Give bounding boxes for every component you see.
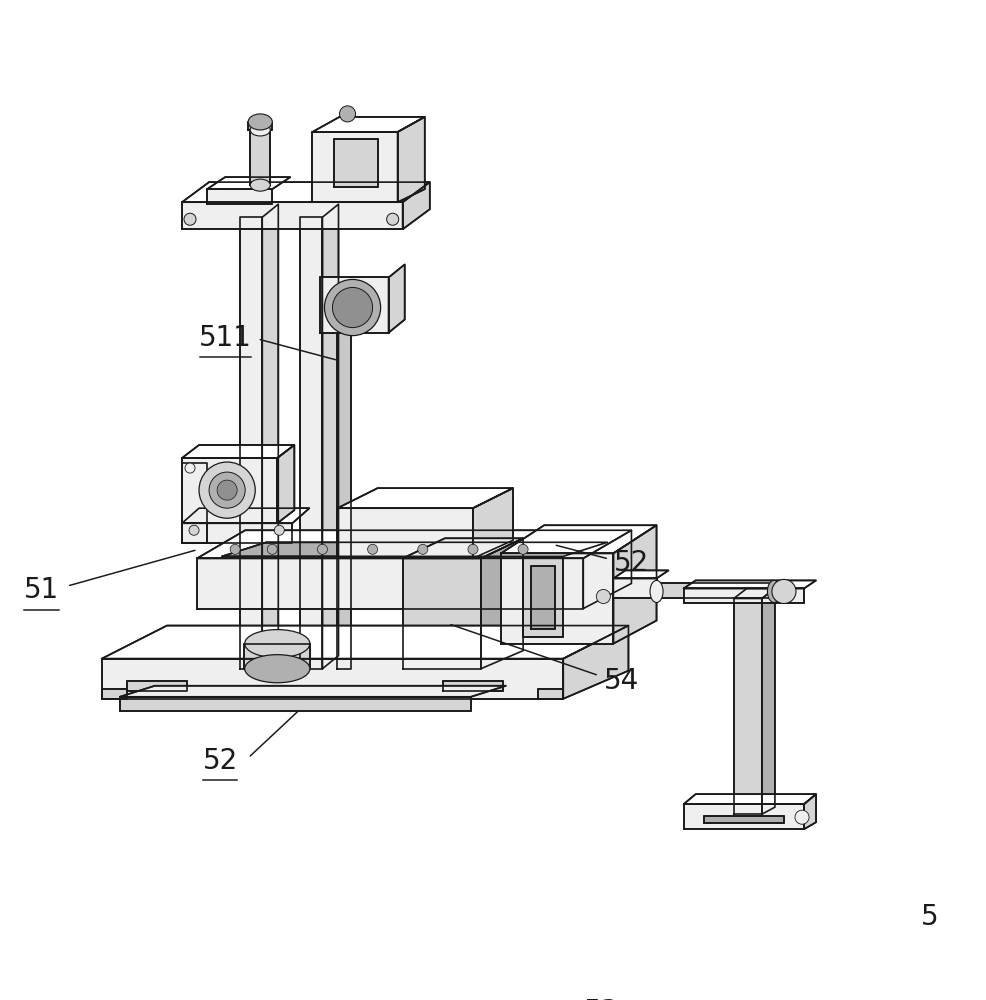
Polygon shape [388,264,404,333]
Polygon shape [119,686,506,697]
Polygon shape [337,488,513,508]
Circle shape [267,544,277,554]
Polygon shape [182,463,207,543]
Polygon shape [473,488,513,558]
Polygon shape [683,794,816,804]
Polygon shape [563,626,628,699]
Circle shape [230,544,241,554]
Polygon shape [402,538,524,558]
Polygon shape [683,588,804,603]
Polygon shape [683,580,816,588]
Polygon shape [301,217,322,669]
Circle shape [387,213,398,225]
Circle shape [185,463,195,473]
Ellipse shape [767,580,781,602]
Polygon shape [250,130,270,185]
Polygon shape [804,794,816,829]
Circle shape [324,279,381,336]
Polygon shape [704,816,784,823]
Polygon shape [657,583,774,598]
Polygon shape [241,217,262,669]
Circle shape [368,544,378,554]
Ellipse shape [245,655,310,683]
Polygon shape [245,644,311,669]
Polygon shape [443,681,503,691]
Polygon shape [102,659,563,699]
Ellipse shape [650,580,663,602]
Polygon shape [402,182,430,229]
Text: 52: 52 [202,747,238,775]
Polygon shape [397,117,425,202]
Polygon shape [313,117,425,132]
Text: 52: 52 [614,549,649,577]
Ellipse shape [250,179,270,191]
Polygon shape [207,177,290,189]
Polygon shape [734,588,775,598]
Circle shape [189,525,199,535]
Polygon shape [334,139,378,187]
Polygon shape [402,558,481,669]
Polygon shape [524,558,563,637]
Polygon shape [320,277,388,333]
Circle shape [795,810,810,824]
Polygon shape [262,204,278,669]
Circle shape [274,525,284,535]
Polygon shape [182,445,295,458]
Polygon shape [613,578,657,598]
Circle shape [317,544,327,554]
Polygon shape [322,204,338,669]
Polygon shape [313,132,397,202]
Polygon shape [501,553,613,644]
Polygon shape [182,523,292,543]
Polygon shape [197,530,631,558]
Polygon shape [207,189,272,204]
Polygon shape [197,558,584,609]
Polygon shape [337,508,473,558]
Polygon shape [613,570,669,578]
Polygon shape [538,689,563,699]
Polygon shape [182,202,402,229]
Circle shape [332,287,373,328]
Polygon shape [222,542,607,556]
Polygon shape [531,566,555,629]
Ellipse shape [248,114,272,130]
Circle shape [184,213,196,225]
Circle shape [468,544,478,554]
Polygon shape [762,588,775,814]
Polygon shape [102,689,127,699]
Ellipse shape [245,630,310,658]
Circle shape [339,106,356,122]
Circle shape [418,544,428,554]
Polygon shape [584,530,631,609]
Polygon shape [683,804,804,829]
Text: 51: 51 [24,576,59,604]
Polygon shape [119,697,471,711]
Polygon shape [182,182,430,202]
Circle shape [199,462,255,518]
Text: 53: 53 [584,998,619,1000]
Polygon shape [501,525,657,553]
Text: 54: 54 [603,667,639,695]
Polygon shape [277,445,295,523]
Polygon shape [337,333,351,669]
Polygon shape [481,538,524,669]
Polygon shape [734,598,762,814]
Polygon shape [102,626,628,659]
Text: 511: 511 [199,324,251,352]
Circle shape [209,472,246,508]
Polygon shape [248,122,272,130]
Polygon shape [182,458,277,523]
Text: 5: 5 [921,903,939,931]
Polygon shape [613,525,657,644]
Polygon shape [127,681,187,691]
Circle shape [217,480,238,500]
Circle shape [772,579,796,603]
Circle shape [518,544,528,554]
Ellipse shape [250,124,270,136]
Polygon shape [182,508,310,523]
Circle shape [597,589,610,603]
